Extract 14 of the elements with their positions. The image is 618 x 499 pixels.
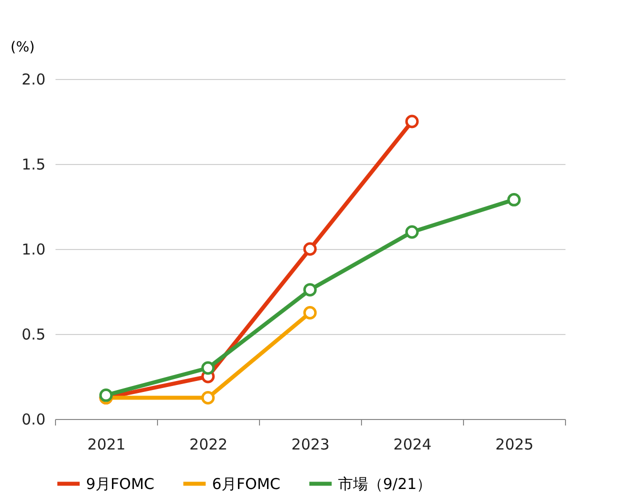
legend-label: 市場（9/21） bbox=[338, 474, 432, 493]
y-tick-label: 2.0 bbox=[22, 70, 46, 88]
x-tick-label: 2025 bbox=[495, 436, 534, 454]
x-tick-label: 2021 bbox=[87, 436, 126, 454]
legend-label: 6月FOMC bbox=[212, 474, 280, 493]
y-tick-label: 0.5 bbox=[22, 326, 46, 344]
x-tick-label: 2023 bbox=[291, 436, 330, 454]
legend-label: 9月FOMC bbox=[86, 474, 154, 493]
y-tick-label: 1.0 bbox=[22, 240, 46, 258]
y-tick-label: 1.5 bbox=[22, 156, 46, 174]
y-tick-label: 0.0 bbox=[22, 410, 46, 428]
x-tick-label: 2024 bbox=[393, 436, 432, 454]
y-axis-title: (%) bbox=[10, 40, 35, 56]
x-tick-label: 2022 bbox=[189, 436, 228, 454]
